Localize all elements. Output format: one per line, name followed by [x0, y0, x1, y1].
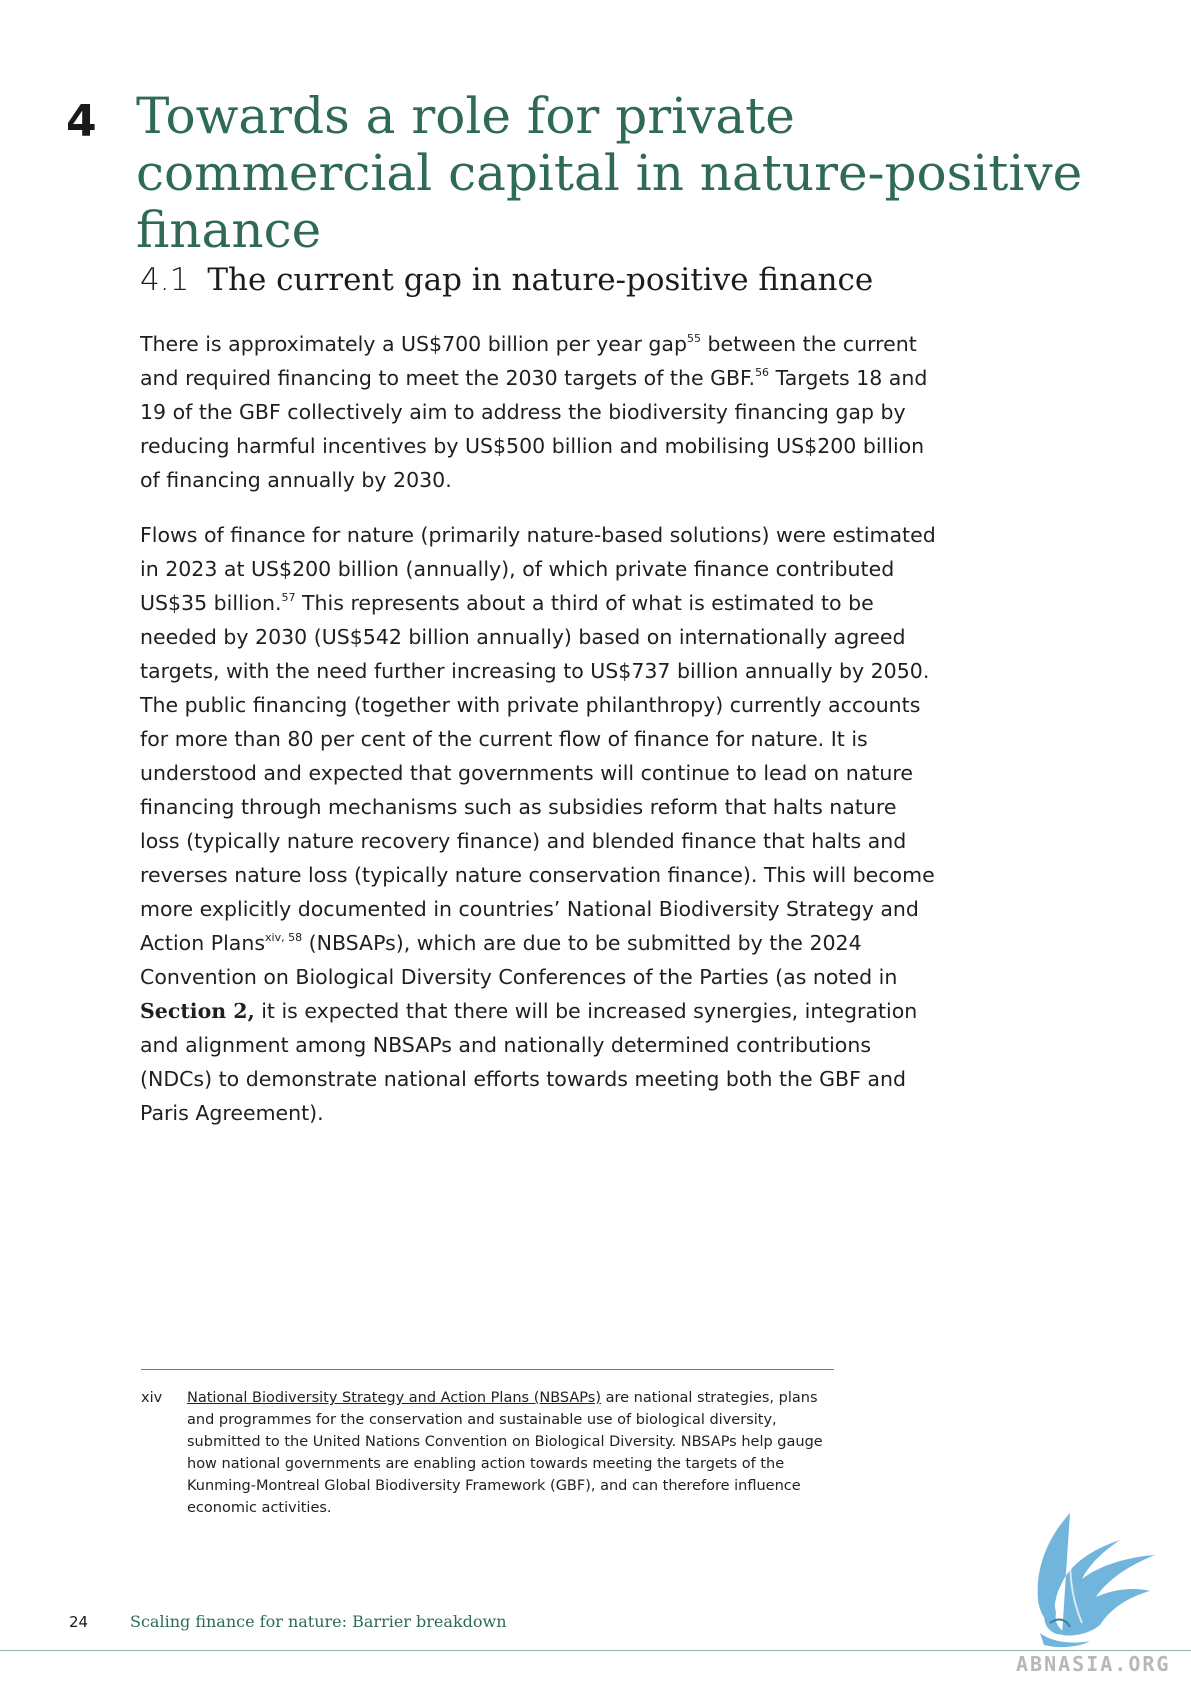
- watermark-text: ABNASIA.ORG: [1016, 1652, 1171, 1676]
- griffin-logo-icon: [1037, 1513, 1155, 1648]
- footnote-ref-xiv-58[interactable]: xiv, 58: [265, 931, 303, 944]
- paragraph-text: (NBSAPs), which are due to be submitted …: [140, 931, 898, 989]
- footnote-ref-55[interactable]: 55: [687, 332, 701, 345]
- nbsaps-link[interactable]: National Biodiversity Strategy and Actio…: [187, 1390, 601, 1406]
- footnote-ref-56[interactable]: 56: [755, 366, 770, 379]
- running-title: Scaling finance for nature: Barrier brea…: [130, 1612, 507, 1631]
- footnote-divider: [141, 1369, 834, 1370]
- footer-divider: [0, 1650, 1191, 1651]
- footnote-marker: xiv: [141, 1390, 163, 1406]
- paragraph-text: it is expected that there will be increa…: [140, 999, 918, 1125]
- section-2-reference[interactable]: Section 2,: [140, 999, 255, 1023]
- section-title: The current gap in nature-positive finan…: [207, 262, 874, 298]
- footnote-body: are national strategies, plans and progr…: [187, 1390, 823, 1516]
- paragraph-text: This represents about a third of what is…: [140, 591, 935, 955]
- paragraph-1: There is approximately a US$700 billion …: [140, 327, 940, 497]
- chapter-title: Towards a role for private commercial ca…: [136, 87, 1083, 259]
- footnote-text: National Biodiversity Strategy and Actio…: [187, 1387, 841, 1519]
- paragraph-text: Flows of finance for nature (primarily n…: [140, 523, 936, 615]
- section-number: 4.1: [140, 262, 190, 298]
- paragraph-text: between the current and required financi…: [140, 332, 917, 390]
- paragraph-2: Flows of finance for nature (primarily n…: [140, 518, 940, 1130]
- paragraph-text: There is approximately a US$700 billion …: [140, 332, 687, 356]
- paragraph-text: Targets 18 and 19 of the GBF collectivel…: [140, 366, 928, 492]
- footnote-ref-57[interactable]: 57: [281, 591, 296, 604]
- section-heading: 4.1 The current gap in nature-positive fi…: [140, 262, 1040, 298]
- chapter-number: 4: [66, 96, 97, 147]
- page-number: 24: [69, 1613, 89, 1631]
